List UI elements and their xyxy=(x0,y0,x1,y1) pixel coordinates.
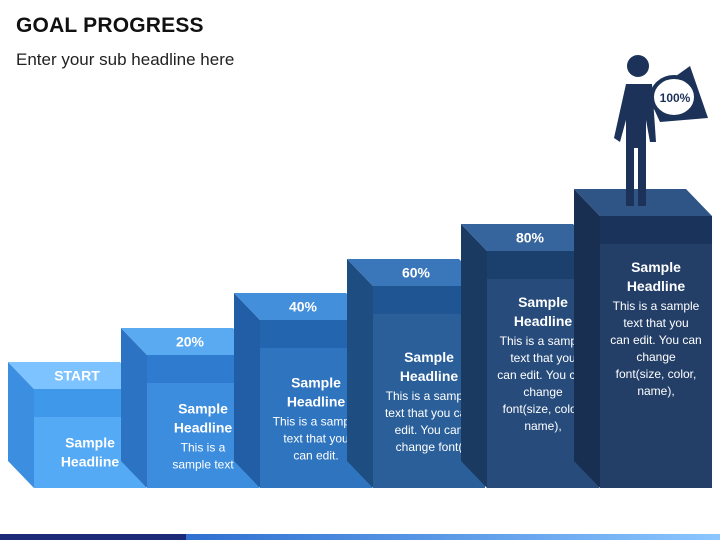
step-side-face xyxy=(574,189,600,488)
step-body-text: text that you xyxy=(623,316,688,330)
step-body-text: font(size, color, xyxy=(616,367,697,381)
step-body-text: This is a sample xyxy=(613,299,700,313)
step-top-face xyxy=(234,293,372,320)
step-body-text: text that you xyxy=(283,432,348,446)
step-body-text: sample text xyxy=(172,458,234,472)
step-percent-label: 80% xyxy=(516,230,545,246)
step-body-text: edit. You can xyxy=(395,423,464,437)
step-side-face xyxy=(234,293,260,488)
step-body-text: This is a sample xyxy=(386,389,473,403)
step-percent-label: START xyxy=(54,368,100,384)
step-headline: Headline xyxy=(174,420,233,436)
bottom-bar-gradient xyxy=(186,534,720,540)
step-side-face xyxy=(347,259,373,488)
step-body-text: font(size, color, xyxy=(503,402,584,416)
step-body-text: This is a sample xyxy=(500,334,587,348)
step-body-text: change font( xyxy=(396,440,463,454)
step-top-face xyxy=(347,259,485,286)
step-body-text: This is a xyxy=(181,441,226,455)
bottom-bar-dark xyxy=(0,534,186,540)
step-body-text: name), xyxy=(524,419,561,433)
stair-step-6: Sample Headline This is a sample text that … xyxy=(574,189,712,488)
figure-percent-label: 100% xyxy=(660,91,691,105)
step-body-text: can edit. You can xyxy=(497,368,588,382)
person-figure-icon: 100% xyxy=(614,55,708,206)
figure-body xyxy=(614,84,656,206)
step-body-text: can edit. xyxy=(293,449,338,463)
step-body-text: text that you xyxy=(510,351,575,365)
step-headline: Sample xyxy=(518,294,568,310)
step-side-face xyxy=(8,362,34,488)
step-headline: Sample xyxy=(65,435,115,451)
step-top-face xyxy=(8,362,146,389)
step-top-face xyxy=(461,224,599,251)
step-headline: Headline xyxy=(627,278,686,294)
step-side-face xyxy=(461,224,487,488)
step-percent-label: 60% xyxy=(402,265,431,281)
step-body-text: change xyxy=(523,385,563,399)
step-headline: Sample xyxy=(291,375,341,391)
step-body-text: can edit. You can xyxy=(610,333,701,347)
step-body-text: name), xyxy=(637,384,674,398)
step-front-face xyxy=(600,216,712,488)
figure-head xyxy=(627,55,649,77)
step-headline: Headline xyxy=(514,313,573,329)
step-body-text: text that you can xyxy=(385,406,473,420)
step-headline: Sample xyxy=(178,401,228,417)
step-percent-label: 40% xyxy=(289,299,318,315)
figure-megaphone-face xyxy=(650,75,698,119)
step-percent-label: 20% xyxy=(176,334,205,350)
step-headline: Headline xyxy=(61,454,120,470)
bottom-accent-bar xyxy=(0,534,720,540)
step-headline: Sample xyxy=(631,259,681,275)
step-body-text: change xyxy=(636,350,676,364)
step-body-text: This is a sample xyxy=(273,415,360,429)
step-top-face xyxy=(121,328,259,355)
step-headline: Sample xyxy=(404,349,454,365)
step-front-band xyxy=(600,216,712,244)
step-headline: Headline xyxy=(287,394,346,410)
step-side-face xyxy=(121,328,147,488)
slide-title: GOAL PROGRESS xyxy=(16,14,204,37)
step-headline: Headline xyxy=(400,368,459,384)
slide-subtitle: Enter your sub headline here xyxy=(16,50,235,69)
